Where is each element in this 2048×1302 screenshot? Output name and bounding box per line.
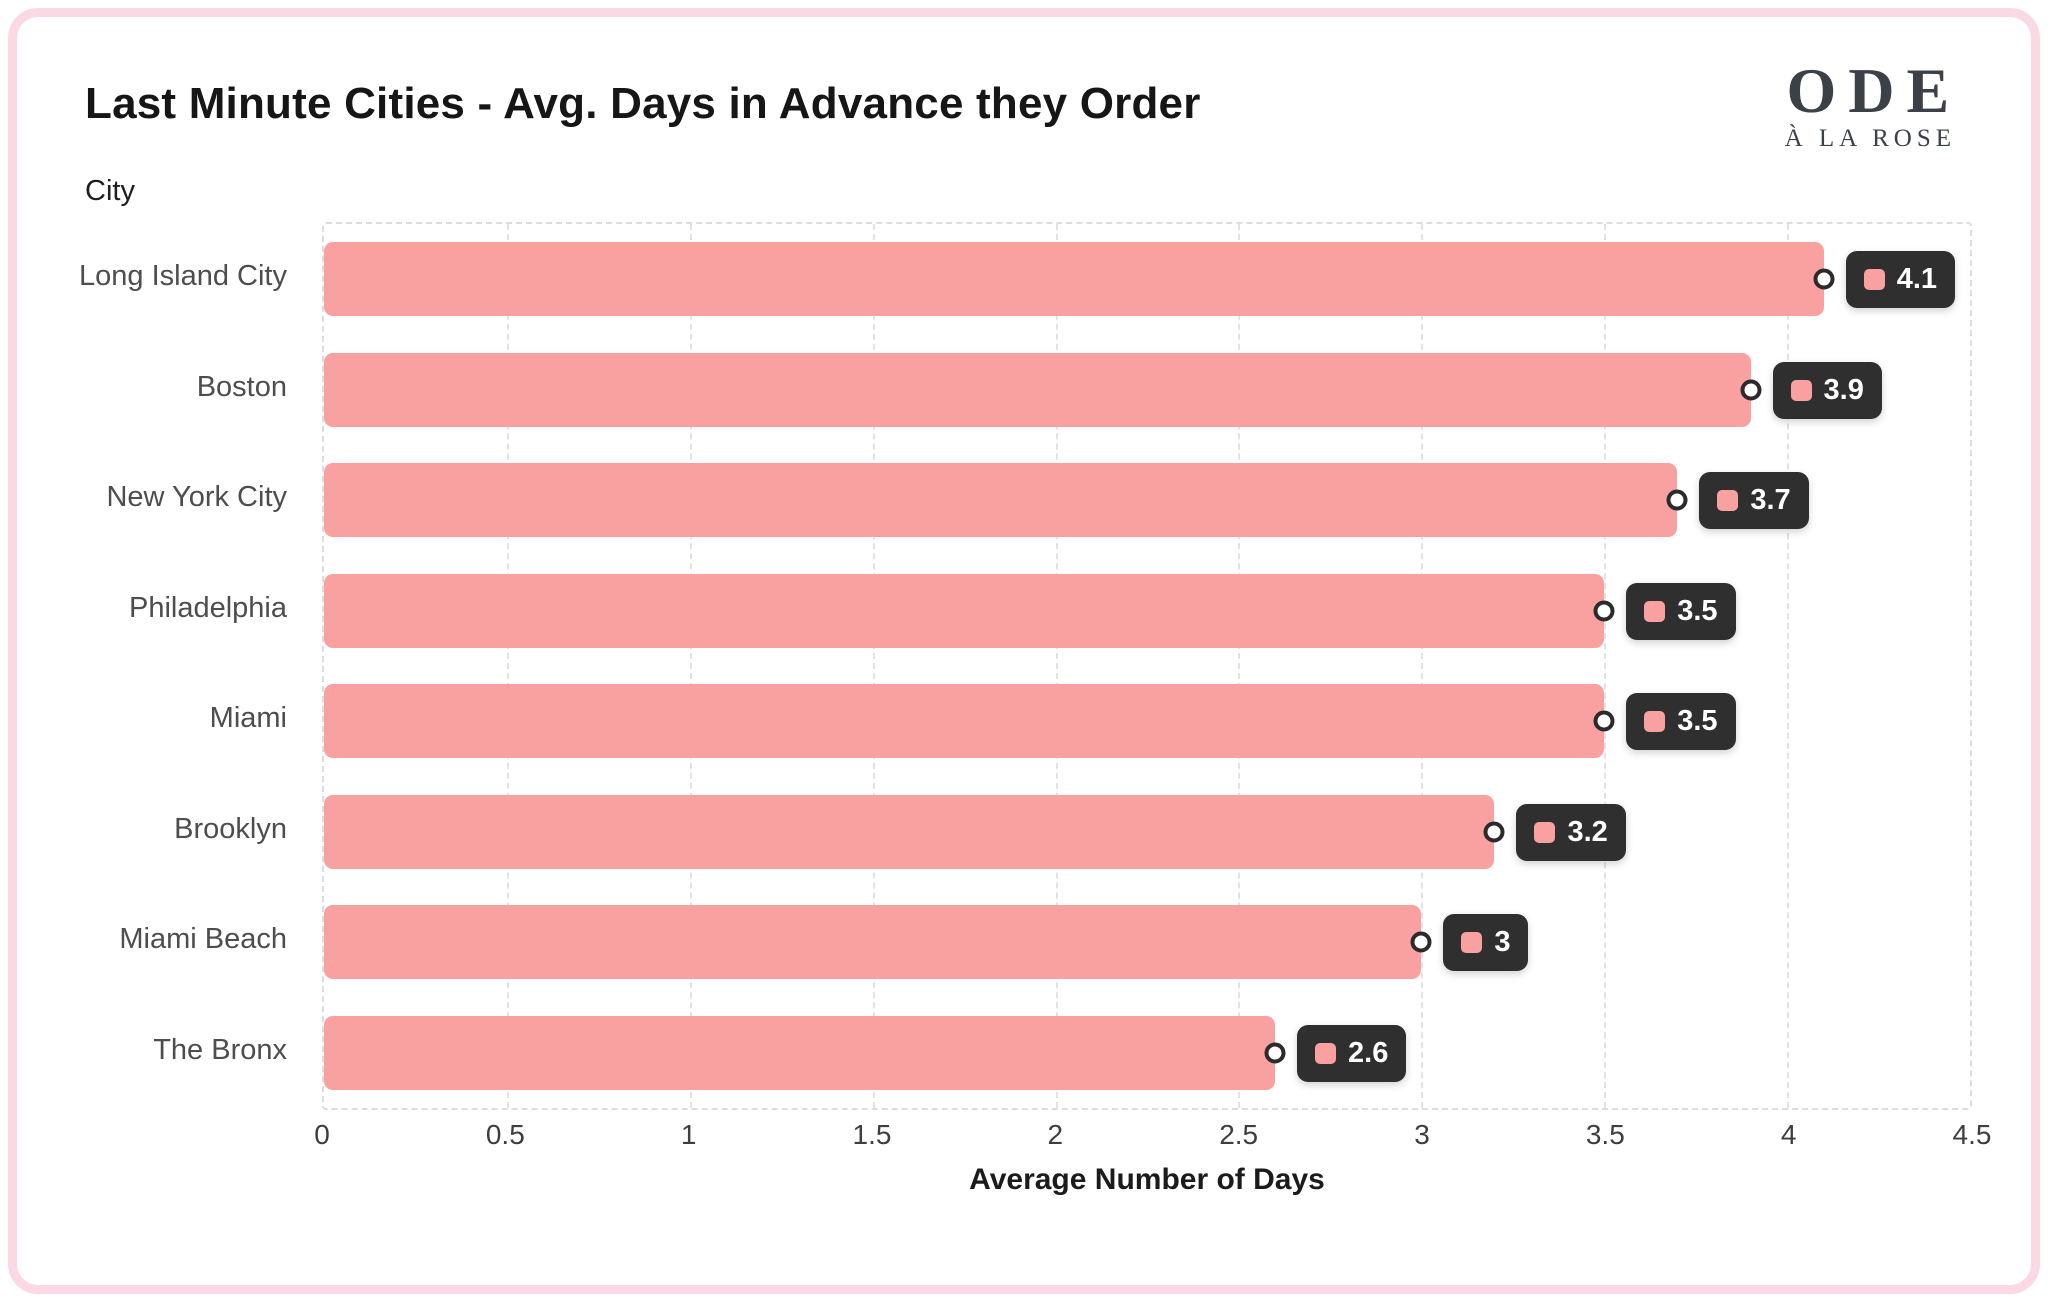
bar-end-marker: [1264, 1042, 1286, 1064]
x-tick-label: 2.5: [1219, 1119, 1259, 1150]
gridline: [872, 224, 875, 1108]
chart-title: Last Minute Cities - Avg. Days in Advanc…: [85, 79, 1201, 128]
category-label-brooklyn: Brooklyn: [174, 812, 287, 845]
x-tick-label: 3: [1414, 1119, 1430, 1150]
bar-miami-beach[interactable]: [324, 905, 1422, 980]
value-tooltip-the-bronx: 2.6: [1297, 1024, 1407, 1082]
x-tick-label: 4.5: [1952, 1119, 1992, 1150]
x-axis-title: Average Number of Days: [969, 1163, 1325, 1196]
x-tick-label: 4: [1780, 1119, 1797, 1150]
bar-end-marker: [1483, 821, 1505, 843]
category-label-new-york-city: New York City: [106, 481, 287, 514]
series-swatch-icon: [1644, 600, 1666, 622]
bar-end-marker: [1593, 600, 1615, 622]
value-tooltip-brooklyn: 3.2: [1516, 803, 1626, 861]
bar-miami[interactable]: [324, 684, 1605, 759]
bar-brooklyn[interactable]: [324, 794, 1495, 869]
plot-area: 4.1 3.9 3.7 3.5 3.5 3.2 3 2.6: [322, 222, 1972, 1110]
bar-end-marker: [1740, 379, 1762, 401]
logo-a-la-rose-text: À LA ROSE: [1784, 125, 1956, 152]
brand-logo: ODE À LA ROSE: [1785, 59, 1951, 153]
bar-long-island-city[interactable]: [324, 242, 1824, 317]
gridline: [1604, 224, 1607, 1108]
bar-philadelphia[interactable]: [324, 573, 1605, 648]
tooltip-value: 3.5: [1677, 705, 1718, 738]
series-swatch-icon: [1790, 379, 1812, 401]
tooltip-value: 3.5: [1677, 594, 1718, 627]
category-label-long-island-city: Long Island City: [79, 260, 287, 293]
tooltip-value: 3.9: [1823, 373, 1864, 406]
tooltip-value: 3: [1494, 926, 1511, 959]
x-axis-ticks: 0 0.5 1 1.5 2 2.5 3 3.5 4 4.5: [314, 1119, 1991, 1155]
series-swatch-icon: [1644, 711, 1666, 733]
y-axis-title: City: [85, 175, 135, 207]
gridline: [1787, 224, 1790, 1108]
tooltip-value: 3.2: [1567, 815, 1608, 848]
x-tick-label: 3.5: [1585, 1119, 1625, 1150]
value-tooltip-long-island-city: 4.1: [1845, 251, 1956, 309]
value-tooltip-boston: 3.9: [1772, 361, 1882, 419]
gridline: [1421, 224, 1424, 1108]
category-label-miami-beach: Miami Beach: [119, 923, 287, 956]
bar-the-bronx[interactable]: [324, 1015, 1276, 1090]
x-tick-label: 1: [680, 1119, 697, 1150]
x-tick-label: 2: [1047, 1119, 1064, 1150]
category-label-miami: Miami: [209, 702, 287, 735]
series-swatch-icon: [1461, 932, 1483, 954]
category-label-boston: Boston: [196, 370, 287, 403]
tooltip-value: 2.6: [1348, 1036, 1389, 1069]
value-tooltip-miami-beach: 3: [1443, 914, 1529, 972]
bar-end-marker: [1666, 489, 1688, 511]
category-labels: Long Island City Boston New York City Phila…: [17, 222, 305, 1110]
value-tooltip-philadelphia: 3.5: [1626, 582, 1736, 640]
tooltip-value: 3.7: [1750, 484, 1791, 517]
category-label-philadelphia: Philadelphia: [128, 591, 287, 624]
logo-ode-text: ODE: [1786, 55, 1962, 126]
category-label-the-bronx: The Bronx: [153, 1033, 287, 1066]
series-swatch-icon: [1315, 1042, 1337, 1064]
value-tooltip-new-york-city: 3.7: [1699, 472, 1809, 530]
series-swatch-icon: [1534, 821, 1556, 843]
bar-end-marker: [1410, 931, 1432, 953]
x-tick-label: 0: [314, 1119, 330, 1150]
page-frame: Last Minute Cities - Avg. Days in Advanc…: [8, 8, 2040, 1294]
x-tick-label: 1.5: [852, 1119, 892, 1150]
bar-end-marker: [1813, 268, 1835, 290]
bar-end-marker: [1593, 710, 1615, 732]
gridline: [1055, 224, 1058, 1108]
series-swatch-icon: [1863, 269, 1885, 291]
bar-new-york-city[interactable]: [324, 463, 1678, 538]
bar-boston[interactable]: [324, 352, 1751, 427]
x-tick-label: 0.5: [485, 1119, 525, 1150]
gridline: [506, 224, 509, 1108]
tooltip-value: 4.1: [1896, 263, 1938, 296]
series-swatch-icon: [1717, 490, 1739, 512]
gridline: [1238, 224, 1241, 1108]
value-tooltip-miami: 3.5: [1626, 693, 1736, 751]
gridline: [689, 224, 692, 1108]
